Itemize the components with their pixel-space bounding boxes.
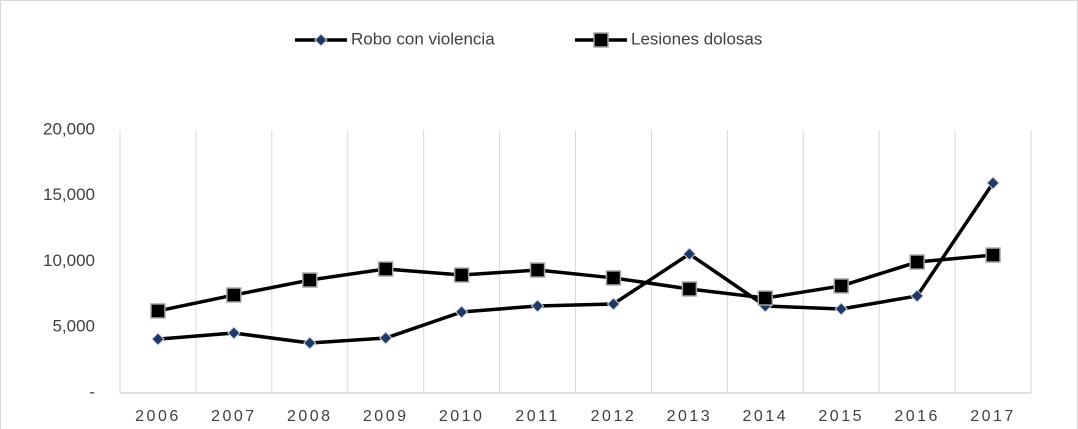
data-point (606, 297, 621, 311)
y-tick-label: 15,000 (43, 185, 95, 204)
x-tick-label: 2016 (894, 408, 940, 425)
data-point (833, 278, 849, 294)
data-point (986, 176, 1000, 190)
legend-marker (314, 33, 328, 47)
x-tick-label: 2014 (742, 408, 788, 425)
series-line (157, 182, 995, 345)
data-point (453, 267, 470, 283)
data-point (681, 281, 698, 297)
data-point (757, 290, 774, 306)
data-point (834, 302, 848, 316)
x-tick-label: 2015 (818, 408, 864, 425)
y-tick-label: 10,000 (43, 251, 95, 270)
data-point (379, 331, 393, 345)
data-point (682, 247, 697, 261)
data-point (227, 326, 241, 340)
data-point (909, 254, 925, 270)
x-tick-label: 2009 (363, 408, 409, 425)
data-point (530, 299, 545, 313)
data-point (910, 289, 924, 303)
data-point (985, 247, 1001, 263)
legend-marker (593, 32, 609, 48)
x-tick-label: 2010 (439, 408, 485, 425)
x-tick-label: 2017 (970, 408, 1016, 425)
legend-label: Lesiones dolosas (631, 29, 762, 48)
y-tick-label: 5,000 (52, 317, 95, 336)
data-point (303, 336, 317, 350)
x-tick-label: 2013 (667, 408, 713, 425)
data-point (302, 272, 318, 288)
data-point (151, 332, 165, 346)
legend-label: Robo con violencia (351, 29, 495, 48)
x-tick-label: 2008 (287, 408, 333, 425)
x-tick-label: 2006 (135, 408, 181, 425)
x-tick-label: 2011 (515, 408, 559, 425)
x-tick-label: 2012 (591, 408, 637, 425)
data-point (150, 303, 166, 319)
y-tick-label: 20,000 (43, 119, 95, 138)
data-point (226, 287, 242, 303)
data-point (605, 270, 622, 286)
data-point (529, 262, 546, 278)
data-point (377, 261, 394, 277)
x-tick-label: 2007 (211, 408, 257, 425)
y-tick-label: - (89, 382, 95, 401)
series-line (157, 253, 994, 313)
data-point (454, 305, 469, 319)
